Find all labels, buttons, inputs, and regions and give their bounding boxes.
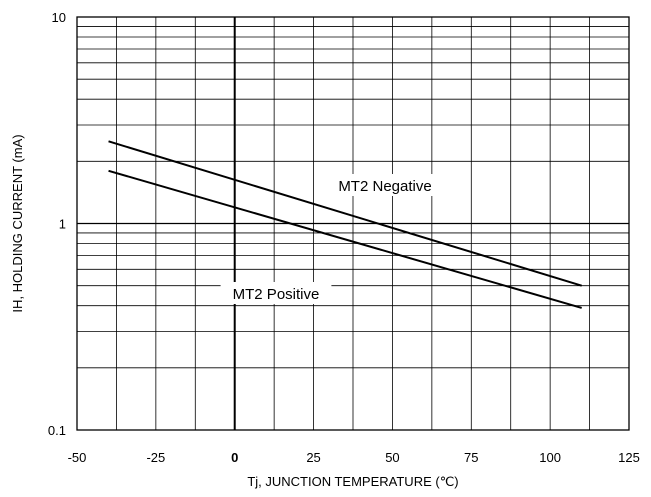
x-tick-label: -25 [146,450,165,465]
y-tick-label: 0.1 [48,423,66,438]
series-label-background [329,174,441,196]
plot-border [76,16,630,431]
series-label-background [220,282,332,304]
x-tick-label: 75 [464,450,478,465]
y-tick-label: 10 [52,10,66,25]
series-label-mt2-negative: MT2 Negative [338,178,431,195]
x-tick-labels: -50 -25 0 25 50 75 100 125 [68,450,640,465]
x-tick-label: 125 [618,450,640,465]
x-tick-label: 0 [231,450,238,465]
x-tick-label: -50 [68,450,87,465]
y-tick-label: 1 [59,217,66,232]
series-group: MT2 Negative MT2 Positive [108,140,582,309]
x-axis-label: Tj, JUNCTION TEMPERATURE (℃) [247,474,458,489]
chart-grid [77,17,629,430]
x-tick-label: 50 [385,450,399,465]
series-label-mt2-positive: MT2 Positive [233,286,320,303]
y-tick-labels: 0.1 1 10 [48,10,66,438]
x-tick-label: 100 [539,450,561,465]
x-tick-label: 25 [306,450,320,465]
y-axis-label: IH, HOLDING CURRENT (mA) [10,134,25,312]
series-line-mt2-positive [108,169,582,309]
series-line-mt2-negative [108,140,582,287]
